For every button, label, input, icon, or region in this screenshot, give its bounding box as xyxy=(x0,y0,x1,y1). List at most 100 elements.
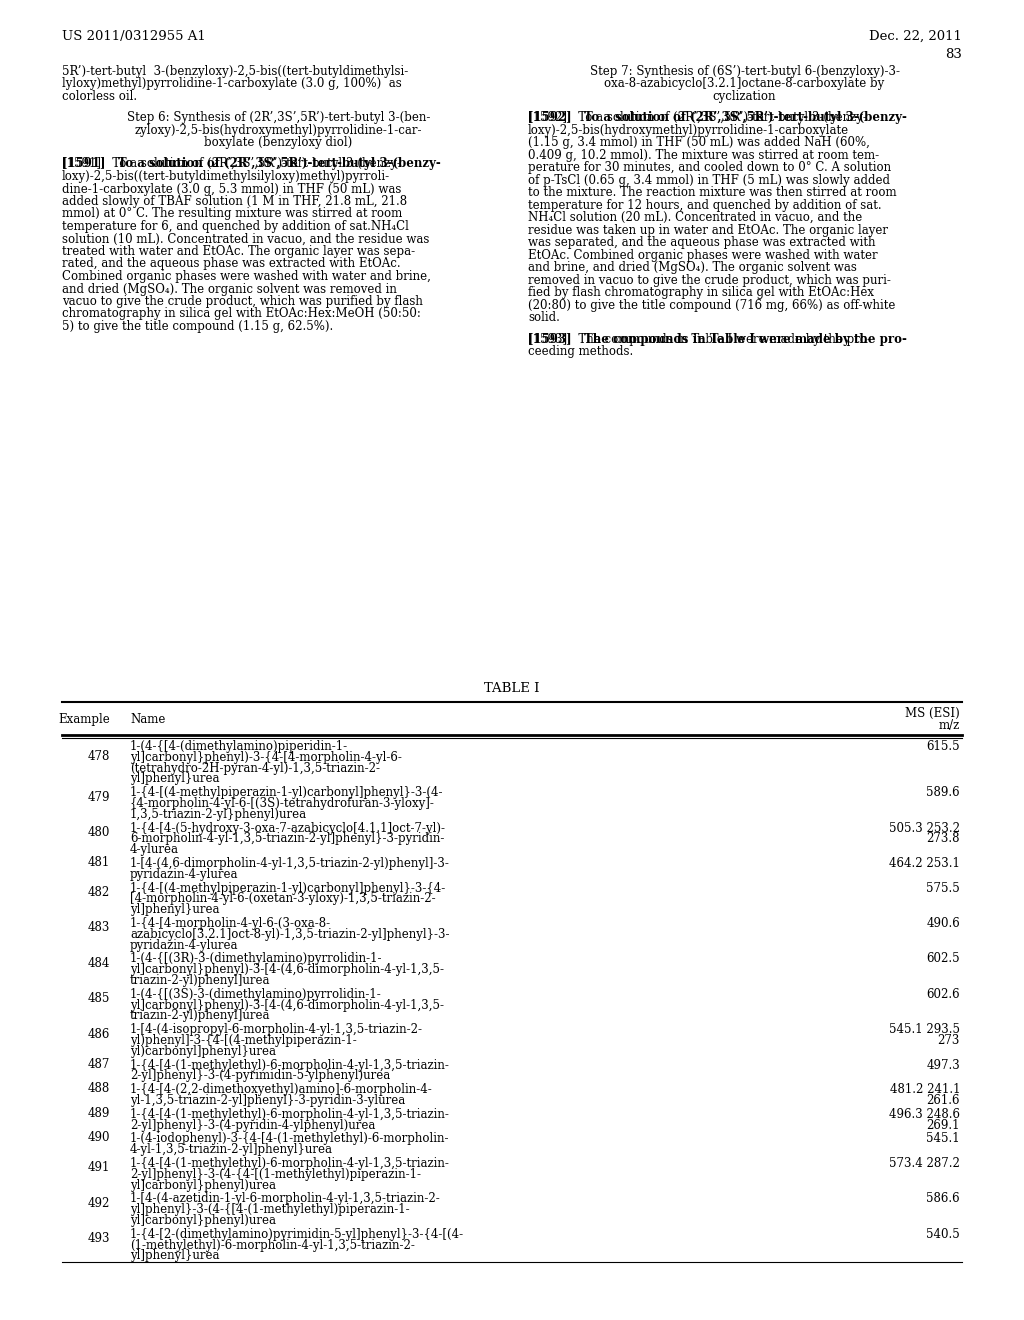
Text: 1-{4-[4-(1-methylethyl)-6-morpholin-4-yl-1,3,5-triazin-: 1-{4-[4-(1-methylethyl)-6-morpholin-4-yl… xyxy=(130,1059,450,1072)
Text: yl]carbonyl}phenyl)urea: yl]carbonyl}phenyl)urea xyxy=(130,1179,276,1192)
Text: 487: 487 xyxy=(88,1057,110,1071)
Text: triazin-2-yl)phenyl]urea: triazin-2-yl)phenyl]urea xyxy=(130,1010,270,1023)
Text: 490.6: 490.6 xyxy=(927,917,961,931)
Text: rated, and the aqueous phase was extracted with EtOAc.: rated, and the aqueous phase was extract… xyxy=(62,257,400,271)
Text: added slowly of TBAF solution (1 M in THF, 21.8 mL, 21.8: added slowly of TBAF solution (1 M in TH… xyxy=(62,195,408,209)
Text: 4-yl-1,3,5-triazin-2-yl]phenyl}urea: 4-yl-1,3,5-triazin-2-yl]phenyl}urea xyxy=(130,1143,333,1156)
Text: 497.3: 497.3 xyxy=(927,1059,961,1072)
Text: 481.2 241.1: 481.2 241.1 xyxy=(890,1084,961,1096)
Text: perature for 30 minutes, and cooled down to 0° C. A solution: perature for 30 minutes, and cooled down… xyxy=(528,161,891,174)
Text: yl]phenyl}urea: yl]phenyl}urea xyxy=(130,772,219,785)
Text: and brine, and dried (MgSO₄). The organic solvent was: and brine, and dried (MgSO₄). The organi… xyxy=(528,261,857,275)
Text: temperature for 12 hours, and quenched by addition of sat.: temperature for 12 hours, and quenched b… xyxy=(528,199,882,211)
Text: 602.6: 602.6 xyxy=(927,987,961,1001)
Text: yl]carbonyl}phenyl)-3-[4-(4,6-dimorpholin-4-yl-1,3,5-: yl]carbonyl}phenyl)-3-[4-(4,6-dimorpholi… xyxy=(130,999,444,1011)
Text: 4-ylurea: 4-ylurea xyxy=(130,843,179,857)
Text: 478: 478 xyxy=(88,750,110,763)
Text: [1593]   The compounds in Table I were made by the pro-: [1593] The compounds in Table I were mad… xyxy=(528,333,907,346)
Text: solution (10 mL). Concentrated in vacuo, and the residue was: solution (10 mL). Concentrated in vacuo,… xyxy=(62,232,429,246)
Text: 586.6: 586.6 xyxy=(927,1192,961,1205)
Text: azabicyclo[3.2.1]oct-8-yl)-1,3,5-triazin-2-yl]phenyl}-3-: azabicyclo[3.2.1]oct-8-yl)-1,3,5-triazin… xyxy=(130,928,450,941)
Text: vacuo to give the crude product, which was purified by flash: vacuo to give the crude product, which w… xyxy=(62,294,423,308)
Text: temperature for 6, and quenched by addition of sat.NH₄Cl: temperature for 6, and quenched by addit… xyxy=(62,220,409,234)
Text: [4-morpholin-4-yl-6-(oxetan-3-yloxy)-1,3,5-triazin-2-: [4-morpholin-4-yl-6-(oxetan-3-yloxy)-1,3… xyxy=(130,892,435,906)
Text: oxa-8-azabicyclo[3.2.1]octane-8-carboxylate by: oxa-8-azabicyclo[3.2.1]octane-8-carboxyl… xyxy=(604,78,885,91)
Text: 1,3,5-triazin-2-yl}phenyl)urea: 1,3,5-triazin-2-yl}phenyl)urea xyxy=(130,808,307,821)
Text: 480: 480 xyxy=(88,826,110,840)
Text: 1-[4-(4-azetidin-1-yl-6-morpholin-4-yl-1,3,5-triazin-2-: 1-[4-(4-azetidin-1-yl-6-morpholin-4-yl-1… xyxy=(130,1192,440,1205)
Text: 464.2 253.1: 464.2 253.1 xyxy=(889,857,961,870)
Text: 485: 485 xyxy=(88,993,110,1005)
Text: 479: 479 xyxy=(87,791,110,804)
Text: pyridazin-4-ylurea: pyridazin-4-ylurea xyxy=(130,939,239,952)
Text: Name: Name xyxy=(130,713,165,726)
Text: 545.1: 545.1 xyxy=(927,1133,961,1146)
Text: Step 7: Synthesis of (6S’)-tert-butyl 6-(benzyloxy)-3-: Step 7: Synthesis of (6S’)-tert-butyl 6-… xyxy=(590,65,899,78)
Text: 1-{4-[4-(2,2-dimethoxyethyl)amino]-6-morpholin-4-: 1-{4-[4-(2,2-dimethoxyethyl)amino]-6-mor… xyxy=(130,1084,433,1096)
Text: 273.8: 273.8 xyxy=(927,833,961,845)
Text: yl-1,3,5-triazin-2-yl]phenyl}-3-pyridin-3-ylurea: yl-1,3,5-triazin-2-yl]phenyl}-3-pyridin-… xyxy=(130,1094,406,1107)
Text: 483: 483 xyxy=(88,921,110,935)
Text: 491: 491 xyxy=(88,1162,110,1175)
Text: mmol) at 0° C. The resulting mixture was stirred at room: mmol) at 0° C. The resulting mixture was… xyxy=(62,207,402,220)
Text: [1592]   To a solution of (2R’,3S’,5R’)-tert-butyl 3-(benzy-: [1592] To a solution of (2R’,3S’,5R’)-te… xyxy=(528,111,867,124)
Text: 492: 492 xyxy=(88,1197,110,1209)
Text: EtOAc. Combined organic phases were washed with water: EtOAc. Combined organic phases were wash… xyxy=(528,248,878,261)
Text: yl]carbonyl}phenyl)-3-{4-[4-morpholin-4-yl-6-: yl]carbonyl}phenyl)-3-{4-[4-morpholin-4-… xyxy=(130,751,401,764)
Text: loxy)-2,5-bis((tert-butyldimethylsilyloxy)methyl)pyrroli-: loxy)-2,5-bis((tert-butyldimethylsilylox… xyxy=(62,170,390,183)
Text: MS (ESI): MS (ESI) xyxy=(905,708,961,719)
Text: colorless oil.: colorless oil. xyxy=(62,90,137,103)
Text: 1-{4-[4-(1-methylethyl)-6-morpholin-4-yl-1,3,5-triazin-: 1-{4-[4-(1-methylethyl)-6-morpholin-4-yl… xyxy=(130,1158,450,1170)
Text: 1-(4-{[4-(dimethylamino)piperidin-1-: 1-(4-{[4-(dimethylamino)piperidin-1- xyxy=(130,741,348,752)
Text: 1-{4-[4-morpholin-4-yl-6-(3-oxa-8-: 1-{4-[4-morpholin-4-yl-6-(3-oxa-8- xyxy=(130,917,331,931)
Text: treated with water and EtOAc. The organic layer was sepa-: treated with water and EtOAc. The organi… xyxy=(62,246,415,257)
Text: 540.5: 540.5 xyxy=(927,1228,961,1241)
Text: 484: 484 xyxy=(88,957,110,970)
Text: yl]phenyl}urea: yl]phenyl}urea xyxy=(130,903,219,916)
Text: 481: 481 xyxy=(88,855,110,869)
Text: 1-{4-[(4-methylpiperazin-1-yl)carbonyl]phenyl}-3-{4-: 1-{4-[(4-methylpiperazin-1-yl)carbonyl]p… xyxy=(130,882,446,895)
Text: 83: 83 xyxy=(945,48,962,61)
Text: cyclization: cyclization xyxy=(713,90,776,103)
Text: yl]carbonyl}phenyl)-3-[4-(4,6-dimorpholin-4-yl-1,3,5-: yl]carbonyl}phenyl)-3-[4-(4,6-dimorpholi… xyxy=(130,964,444,977)
Text: 1-[4-(4,6-dimorpholin-4-yl-1,3,5-triazin-2-yl)phenyl]-3-: 1-[4-(4,6-dimorpholin-4-yl-1,3,5-triazin… xyxy=(130,857,450,870)
Text: (1-methylethyl)-6-morpholin-4-yl-1,3,5-triazin-2-: (1-methylethyl)-6-morpholin-4-yl-1,3,5-t… xyxy=(130,1238,415,1251)
Text: 575.5: 575.5 xyxy=(927,882,961,895)
Text: 493: 493 xyxy=(87,1232,110,1245)
Text: yl]phenyl}urea: yl]phenyl}urea xyxy=(130,1250,219,1262)
Text: m/z: m/z xyxy=(939,719,961,733)
Text: [1593]   The compounds in Table I were made by the pro-: [1593] The compounds in Table I were mad… xyxy=(528,333,871,346)
Text: 486: 486 xyxy=(88,1027,110,1040)
Text: 0.409 g, 10.2 mmol). The mixture was stirred at room tem-: 0.409 g, 10.2 mmol). The mixture was sti… xyxy=(528,149,880,162)
Text: yl)phenyl]-3-{4-[(4-methylpiperazin-1-: yl)phenyl]-3-{4-[(4-methylpiperazin-1- xyxy=(130,1034,356,1047)
Text: TABLE I: TABLE I xyxy=(484,682,540,696)
Text: ceeding methods.: ceeding methods. xyxy=(528,345,633,358)
Text: fied by flash chromatography in silica gel with EtOAc:Hex: fied by flash chromatography in silica g… xyxy=(528,286,874,300)
Text: 1-(4-{[(3S)-3-(dimethylamino)pyrrolidin-1-: 1-(4-{[(3S)-3-(dimethylamino)pyrrolidin-… xyxy=(130,987,382,1001)
Text: Step 6: Synthesis of (2R’,3S’,5R’)-tert-butyl 3-(ben-: Step 6: Synthesis of (2R’,3S’,5R’)-tert-… xyxy=(127,111,430,124)
Text: 269.1: 269.1 xyxy=(927,1118,961,1131)
Text: 5R’)-tert-butyl  3-(benzyloxy)-2,5-bis((tert-butyldimethylsi-: 5R’)-tert-butyl 3-(benzyloxy)-2,5-bis((t… xyxy=(62,65,409,78)
Text: (tetrahydro-2H-pyran-4-yl)-1,3,5-triazin-2-: (tetrahydro-2H-pyran-4-yl)-1,3,5-triazin… xyxy=(130,762,380,775)
Text: Combined organic phases were washed with water and brine,: Combined organic phases were washed with… xyxy=(62,271,431,282)
Text: yl]carbonyl}phenyl)urea: yl]carbonyl}phenyl)urea xyxy=(130,1214,276,1228)
Text: Example: Example xyxy=(58,713,110,726)
Text: zyloxy)-2,5-bis(hydroxymethyl)pyrrolidine-1-car-: zyloxy)-2,5-bis(hydroxymethyl)pyrrolidin… xyxy=(135,124,422,137)
Text: {4-morpholin-4-yl-6-[(3S)-tetrahydrofuran-3-yloxy]-: {4-morpholin-4-yl-6-[(3S)-tetrahydrofura… xyxy=(130,797,435,810)
Text: 1-(4-{[(3R)-3-(dimethylamino)pyrrolidin-1-: 1-(4-{[(3R)-3-(dimethylamino)pyrrolidin-… xyxy=(130,953,383,965)
Text: to the mixture. The reaction mixture was then stirred at room: to the mixture. The reaction mixture was… xyxy=(528,186,897,199)
Text: [1591]   To a solution of (2R’,3S’,5R’)-tert-butyl 3-(benzy-: [1591] To a solution of (2R’,3S’,5R’)-te… xyxy=(62,157,400,170)
Text: 489: 489 xyxy=(88,1106,110,1119)
Text: of p-TsCl (0.65 g, 3.4 mmol) in THF (5 mL) was slowly added: of p-TsCl (0.65 g, 3.4 mmol) in THF (5 m… xyxy=(528,174,890,186)
Text: triazin-2-yl)phenyl]urea: triazin-2-yl)phenyl]urea xyxy=(130,974,270,987)
Text: 545.1 293.5: 545.1 293.5 xyxy=(889,1023,961,1036)
Text: 488: 488 xyxy=(88,1082,110,1096)
Text: pyridazin-4-ylurea: pyridazin-4-ylurea xyxy=(130,867,239,880)
Text: [1592]   To a solution of (2R’,3S’,5R’)-tert-butyl 3-(benzy-: [1592] To a solution of (2R’,3S’,5R’)-te… xyxy=(528,111,907,124)
Text: 1-(4-iodophenyl)-3-{4-[4-(1-methylethyl)-6-morpholin-: 1-(4-iodophenyl)-3-{4-[4-(1-methylethyl)… xyxy=(130,1133,450,1146)
Text: 505.3 253.2: 505.3 253.2 xyxy=(889,821,961,834)
Text: (20:80) to give the title compound (716 mg, 66%) as off-white: (20:80) to give the title compound (716 … xyxy=(528,298,895,312)
Text: [1591]   To a solution of (2R’,3S’,5R’)-tert-butyl 3-(benzy-: [1591] To a solution of (2R’,3S’,5R’)-te… xyxy=(62,157,440,170)
Text: US 2011/0312955 A1: US 2011/0312955 A1 xyxy=(62,30,206,44)
Text: 1-[4-(4-isopropyl-6-morpholin-4-yl-1,3,5-triazin-2-: 1-[4-(4-isopropyl-6-morpholin-4-yl-1,3,5… xyxy=(130,1023,423,1036)
